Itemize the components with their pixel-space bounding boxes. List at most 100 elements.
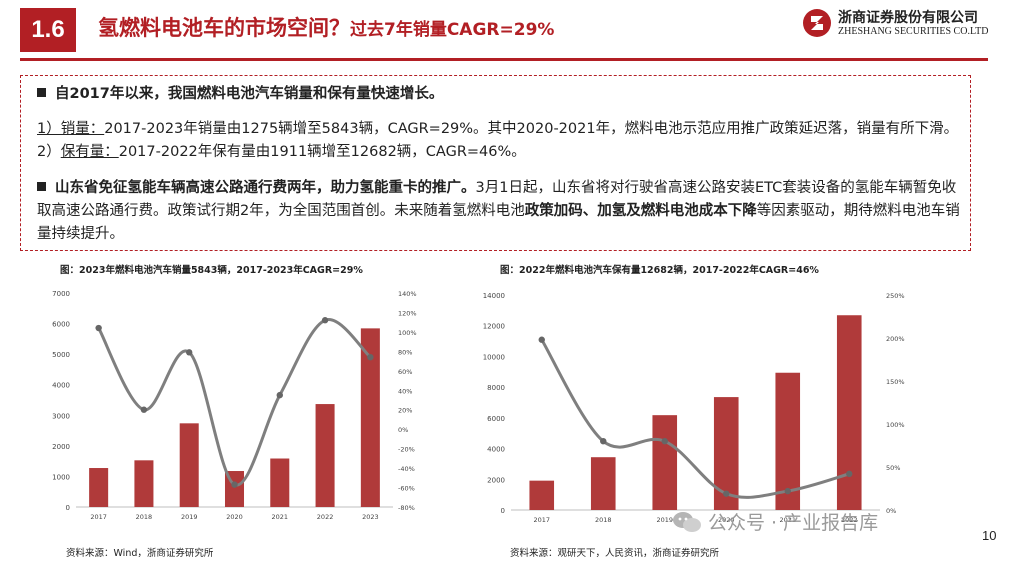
x-tick-label: 2017: [533, 516, 550, 524]
growth-point: [321, 317, 329, 324]
x-tick-label: 2020: [718, 516, 735, 524]
y2-tick-label: 50%: [886, 464, 900, 472]
bullet-icon: [37, 182, 46, 191]
summary-point-3: 山东省免征氢能车辆高速公路通行费两年，助力氢能重卡的推广。3月1日起，山东省将对…: [37, 177, 962, 246]
y2-tick-label: -20%: [398, 446, 415, 454]
x-tick-label: 2017: [90, 513, 107, 521]
y2-tick-label: 150%: [886, 378, 905, 386]
policy-headline: 山东省免征氢能车辆高速公路通行费两年，助力氢能重卡的推广。: [55, 180, 476, 196]
y2-tick-label: 120%: [398, 309, 417, 317]
summary-box: 自2017年以来，我国燃料电池汽车销量和保有量快速增长。 1）销量：2017-2…: [20, 75, 971, 251]
y2-tick-label: 60%: [398, 368, 412, 376]
y2-tick-label: 100%: [398, 329, 417, 337]
y2-tick-label: 100%: [886, 421, 905, 429]
page-title-sub: 过去7年销量CAGR=29%: [350, 20, 555, 40]
bar: [315, 404, 335, 507]
growth-point: [784, 487, 791, 495]
page-number: 10: [982, 528, 997, 543]
growth-point: [231, 481, 238, 488]
x-tick-label: 2018: [595, 516, 612, 524]
summary-point-1-text: 自2017年以来，我国燃料电池汽车销量和保有量快速增长。: [55, 86, 444, 102]
y2-tick-label: 0%: [398, 426, 408, 434]
company-logo: 浙商证券股份有限公司 ZHESHANG SECURITIES CO.LTD: [802, 6, 1002, 44]
y-tick-label: 2000: [52, 443, 70, 451]
chart-sales: 0 1000 2000 3000 4000 5000 6000 7000 -80% -60% -40…: [52, 290, 417, 521]
bar: [179, 423, 199, 507]
summary-point-2: 1）销量：2017-2023年销量由1275辆增至5843辆，CAGR=29%。…: [37, 118, 962, 164]
y-tick-label: 12000: [483, 323, 505, 331]
y2-tick-label: 0%: [886, 507, 896, 515]
y2-tick-label: 140%: [398, 290, 417, 298]
y-tick-label: 7000: [52, 290, 70, 298]
growth-point: [95, 324, 102, 332]
logo-icon: [803, 9, 831, 37]
logo-text-cn: 浙商证券股份有限公司: [838, 10, 978, 26]
growth-point: [186, 349, 193, 356]
sales-text: 2017-2023年销量由1275辆增至5843辆，CAGR=29%。其中202…: [37, 121, 959, 160]
chart-stock: 0 2000 4000 6000 8000 10000 12000 14000 0% 50% 100…: [483, 292, 905, 524]
y-tick-label: 0: [501, 507, 505, 515]
x-tick-label: 2021: [272, 513, 289, 521]
bullet-icon: [37, 88, 46, 97]
page-title-main: 氢燃料电池车的市场空间？: [98, 16, 350, 40]
y-tick-label: 0: [66, 504, 70, 512]
policy-outlook: 等因素驱动，期待燃料电池车销量持续提升。: [37, 203, 960, 242]
x-tick-label: 2022: [317, 513, 334, 521]
y-tick-label: 10000: [483, 353, 505, 361]
section-number-badge: 1.6: [20, 8, 76, 52]
growth-point: [367, 354, 374, 361]
logo-text-en: ZHESHANG SECURITIES CO.LTD: [838, 26, 989, 37]
bar: [270, 458, 290, 507]
wechat-icon: [673, 511, 701, 532]
bar: [529, 480, 555, 510]
y-tick-label: 4000: [487, 446, 505, 454]
page-title: 氢燃料电池车的市场空间？过去7年销量CAGR=29%: [98, 12, 554, 42]
x-tick-label: 2023: [362, 513, 379, 521]
watermark-text: 公众号 · 产业报告库: [708, 512, 879, 534]
bar: [652, 415, 678, 510]
sales-label: 1）销量：: [37, 121, 105, 137]
y-tick-label: 4000: [52, 382, 70, 390]
bar: [134, 460, 154, 507]
growth-point: [140, 406, 148, 413]
growth-point: [661, 438, 668, 445]
growth-line: [540, 338, 850, 499]
bar: [775, 372, 801, 510]
y2-tick-label: -60%: [398, 485, 415, 493]
y2-tick-label: 250%: [886, 292, 905, 300]
chart-2-title: 图：2022年燃料电池汽车保有量12682辆，2017-2022年CAGR=46…: [500, 265, 819, 276]
y-tick-label: 5000: [52, 351, 70, 359]
x-tick-label: 2021: [779, 516, 796, 524]
chart-2-source: 资料来源：观研天下，人民资讯，浙商证券研究所: [510, 548, 720, 559]
y2-tick-label: 200%: [886, 335, 905, 343]
y-tick-label: 1000: [52, 473, 70, 481]
growth-point: [276, 391, 283, 399]
y2-tick-label: 80%: [398, 348, 412, 356]
y-tick-label: 2000: [487, 476, 505, 484]
bar: [836, 315, 862, 510]
y-tick-label: 3000: [52, 412, 70, 420]
bar: [89, 468, 109, 507]
policy-text: 3月1日起，山东省将对行驶省高速公路安装ETC套装设备的氢能车辆暂免收取高速公路…: [37, 180, 957, 219]
growth-point: [846, 470, 853, 478]
growth-point: [723, 490, 730, 497]
stock-label: 保有量：: [60, 144, 119, 160]
growth-point: [600, 438, 607, 445]
chart-1-source: 资料来源：Wind，浙商证券研究所: [66, 548, 214, 559]
x-tick-label: 2019: [181, 513, 198, 521]
policy-drivers: 政策加码、加氢及燃料电池成本下降: [524, 203, 757, 219]
x-tick-label: 2020: [226, 513, 243, 521]
bar: [360, 328, 380, 507]
x-tick-label: 2019: [656, 516, 673, 524]
y2-tick-label: -80%: [398, 504, 415, 512]
y2-tick-label: 40%: [398, 387, 412, 395]
x-tick-label: 2018: [136, 513, 153, 521]
watermark: 公众号 · 产业报告库: [672, 508, 878, 535]
bar: [590, 457, 616, 510]
x-tick-label: 2022: [841, 516, 858, 524]
summary-point-1: 自2017年以来，我国燃料电池汽车销量和保有量快速增长。: [37, 83, 962, 106]
growth-point: [538, 336, 545, 343]
y-tick-label: 8000: [487, 384, 505, 392]
y-tick-label: 6000: [52, 321, 70, 329]
y2-tick-label: -40%: [398, 465, 415, 473]
